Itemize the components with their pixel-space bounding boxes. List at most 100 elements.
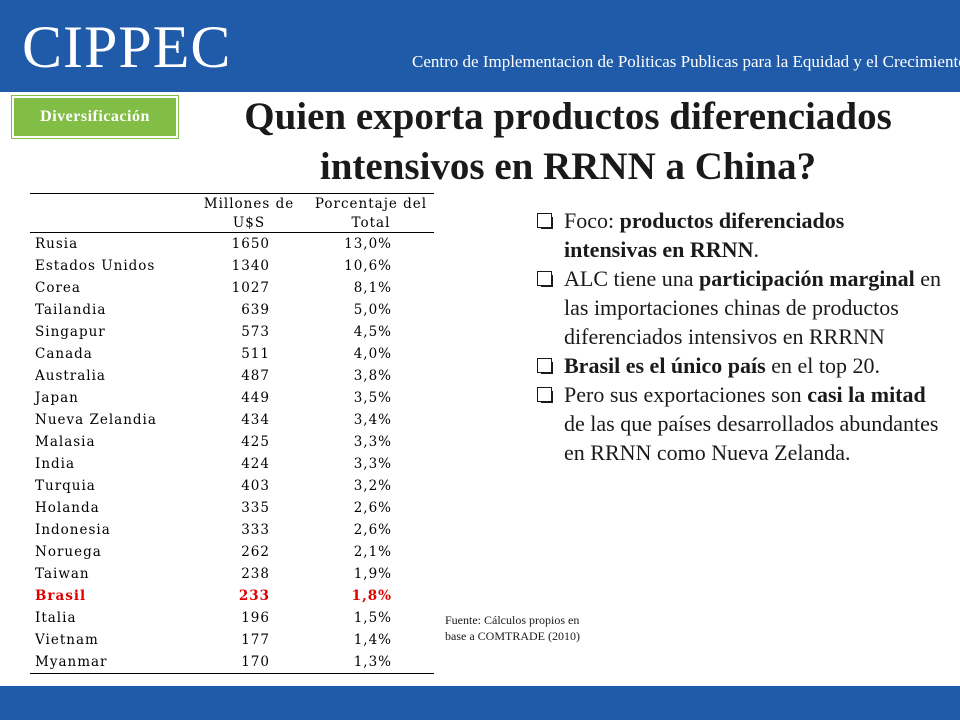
table-row: Noruega 262 2,1%	[30, 541, 434, 563]
table-row: Corea 1027 8,1%	[30, 277, 434, 299]
bullet-text: Foco:	[564, 208, 620, 233]
table-row: Rusia 1650 13,0%	[30, 233, 434, 256]
bullet-text: de las que países desarrollados abundant…	[564, 411, 939, 465]
pct-cell: 1,3%	[308, 651, 434, 674]
value-cell: 403	[241, 478, 270, 494]
bullet-text: Pero sus exportaciones son	[564, 382, 808, 407]
value-cell: 1340	[231, 258, 270, 274]
pct-cell: 2,6%	[353, 500, 392, 516]
country-cell: Taiwan	[35, 566, 90, 582]
pct-cell: 10,6%	[344, 258, 392, 274]
pct-cell: 3,8%	[353, 368, 392, 384]
pct-cell: 3,5%	[353, 390, 392, 406]
value-cell: 434	[241, 412, 270, 428]
country-cell: Vietnam	[35, 632, 99, 648]
table-header-row: Millones de Porcentaje del	[30, 193, 434, 213]
table-row: Taiwan 238 1,9%	[30, 563, 434, 585]
country-cell: Estados Unidos	[35, 258, 156, 274]
value-cell: 424	[241, 456, 270, 472]
exporters-table: Millones de Porcentaje del U$S Total Rus…	[30, 193, 434, 674]
table-row: Indonesia 333 2,6%	[30, 519, 434, 541]
bullet-text: ALC tiene una	[564, 266, 700, 291]
bullet-bold-text: casi la mitad	[807, 382, 926, 407]
section-badge: Diversificación	[12, 96, 178, 138]
pct-cell: 3,4%	[353, 412, 392, 428]
country-cell: Brasil	[35, 588, 87, 604]
footer-bar	[0, 686, 960, 720]
table-row: Brasil 233 1,8%	[30, 585, 434, 607]
table-body: Rusia 1650 13,0% Estados Unidos 1340 10,6% Cor…	[30, 233, 434, 674]
table-row: Australia 487 3,8%	[30, 365, 434, 387]
slide-title: Quien exporta productos diferenciados in…	[244, 95, 892, 188]
country-cell: Malasia	[35, 434, 96, 450]
table-row: Vietnam 177 1,4%	[30, 629, 434, 651]
checkbox-bullet-icon	[537, 213, 553, 229]
pct-cell: 1,9%	[353, 566, 392, 582]
header-bar: CIPPEC Centro de Implementacion de Polit…	[0, 0, 960, 92]
country-cell: Turquia	[35, 478, 96, 494]
country-cell: Tailandia	[35, 302, 107, 318]
value-cell: 170	[190, 651, 308, 674]
country-cell: Japan	[35, 390, 79, 406]
pct-column-header-line1: Porcentaje del	[308, 193, 434, 213]
value-cell: 1650	[231, 236, 270, 252]
pct-cell: 1,5%	[353, 610, 392, 626]
bullet-text: .	[753, 237, 759, 262]
pct-cell: 2,1%	[353, 544, 392, 560]
bullet-text: en las importaciones chinas de productos…	[564, 266, 942, 349]
table-row: Tailandia 639 5,0%	[30, 299, 434, 321]
value-cell: 333	[241, 522, 270, 538]
bullet-item: Brasil es el único país en el top 20.	[537, 351, 942, 380]
bullet-text: en el top 20.	[765, 353, 880, 378]
country-cell: India	[35, 456, 76, 472]
cippec-logo: CIPPEC	[22, 14, 232, 80]
pct-cell: 1,4%	[353, 632, 392, 648]
bullet-bold-text: productos diferenciados intensivas en RR…	[564, 208, 845, 262]
value-cell: 196	[241, 610, 270, 626]
table-row: Nueva Zelandia 434 3,4%	[30, 409, 434, 431]
bullet-bold-text: Brasil es el único país	[564, 353, 766, 378]
pct-column-header-line2: Total	[308, 213, 434, 233]
header-tagline: Centro de Implementacion de Politicas Pu…	[412, 52, 960, 71]
value-cell: 177	[241, 632, 270, 648]
country-column-header	[30, 193, 190, 213]
table-row: Malasia 425 3,3%	[30, 431, 434, 453]
pct-cell: 1,8%	[351, 588, 392, 604]
pct-cell: 8,1%	[353, 280, 392, 296]
pct-cell: 13,0%	[344, 236, 392, 252]
country-cell: Italia	[35, 610, 77, 626]
value-cell: 573	[241, 324, 270, 340]
country-cell: Australia	[35, 368, 106, 384]
country-cell: Rusia	[35, 236, 79, 252]
table-row: Singapur 573 4,5%	[30, 321, 434, 343]
value-cell: 511	[241, 346, 270, 362]
bullet-item: ALC tiene una participación marginal en …	[537, 264, 942, 351]
country-cell: Nueva Zelandia	[35, 412, 157, 428]
value-cell: 262	[241, 544, 270, 560]
pct-cell: 4,5%	[353, 324, 392, 340]
country-cell: Holanda	[35, 500, 100, 516]
table-row: Turquia 403 3,2%	[30, 475, 434, 497]
pct-cell: 3,2%	[353, 478, 392, 494]
table-row: Holanda 335 2,6%	[30, 497, 434, 519]
pct-cell: 3,3%	[353, 434, 392, 450]
checkbox-bullet-icon	[537, 358, 553, 374]
bullet-item: Foco: productos diferenciados intensivas…	[537, 206, 942, 264]
value-cell: 1027	[231, 280, 270, 296]
value-cell: 238	[241, 566, 270, 582]
bullet-item: Pero sus exportaciones son casi la mitad…	[537, 380, 942, 467]
value-cell: 449	[241, 390, 270, 406]
bullet-list: Foco: productos diferenciados intensivas…	[537, 206, 942, 467]
country-cell: Myanmar	[30, 651, 190, 674]
pct-cell: 4,0%	[353, 346, 392, 362]
country-cell: Corea	[35, 280, 81, 296]
pct-cell: 2,6%	[353, 522, 392, 538]
value-cell: 233	[238, 588, 270, 604]
country-cell: Canada	[35, 346, 93, 362]
country-cell: Singapur	[35, 324, 106, 340]
country-cell: Noruega	[35, 544, 102, 560]
value-cell: 335	[241, 500, 270, 516]
table-row: Italia 196 1,5%	[30, 607, 434, 629]
bullet-bold-text: participación marginal	[699, 266, 915, 291]
table-row: India 424 3,3%	[30, 453, 434, 475]
